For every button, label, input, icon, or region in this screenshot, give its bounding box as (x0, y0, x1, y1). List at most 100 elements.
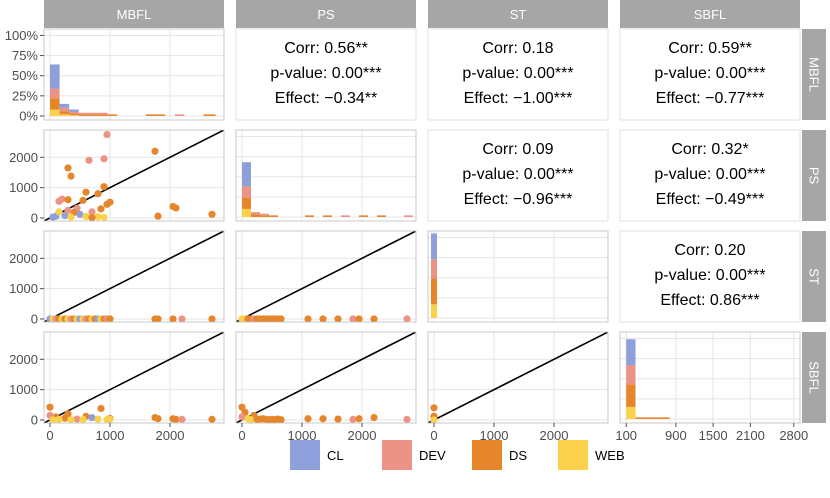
hist-bar-sbfl-0-dev (626, 365, 636, 385)
scatter-point-mbfl_ps-12 (79, 196, 87, 204)
panel-border-0-2 (427, 28, 609, 121)
hist-bar-mbfl-5-ds (98, 114, 108, 116)
hist-bar-mbfl-10-ds (203, 114, 216, 116)
panel-border-0-3 (619, 28, 801, 121)
y-tick-label-percent: 75% (12, 48, 38, 63)
legend-label-ds: DS (509, 448, 527, 463)
hist-bar-ps-4-ds (305, 215, 314, 217)
row-strip-ps (802, 130, 826, 221)
hist-bar-sbfl-0-web (626, 406, 636, 419)
y-tick-label-percent: 100% (5, 28, 39, 43)
scatter-point-mbfl_ps-4 (67, 172, 75, 180)
scatter-point-ps_st-15 (319, 315, 327, 322)
hist-bar-ps-8-ds (377, 215, 386, 217)
identity-line-ps_st (236, 231, 416, 322)
x-tick-label-sbfl: 900 (665, 428, 687, 443)
hist-bar-sbfl-1-ds (635, 417, 670, 419)
scatter-point-mbfl_st-22 (154, 315, 162, 322)
row-strip-label-ps: PS (807, 167, 822, 185)
panel-bg-0-1 (236, 29, 416, 120)
row-strip-sbfl (802, 332, 826, 423)
hist-bar-mbfl-8-ds (155, 114, 166, 116)
hist-bar-mbfl-3-ds (78, 114, 89, 116)
scatter-point-mbfl_ps-22 (76, 210, 84, 218)
hist-bar-ps-2-ds (260, 215, 269, 217)
hist-bar-ps-6-dev (341, 215, 350, 217)
panel-bg-1-3 (620, 130, 800, 221)
hist-bar-mbfl-2-cl (69, 109, 79, 112)
y-tick-label-st: 0 (31, 311, 38, 326)
scatter-point-mbfl_sbfl-13 (79, 415, 87, 423)
x-tick-label-mbfl: 2000 (156, 428, 185, 443)
column-strip-sbfl (620, 0, 800, 28)
scatter-point-ps_st-14 (304, 315, 312, 322)
scatter-point-mbfl_sbfl-10 (49, 416, 57, 423)
column-strip-st (428, 0, 608, 28)
hist-bar-sbfl-0-cl (626, 339, 636, 366)
hist-bar-ps-1-dev (251, 212, 260, 215)
scatter-point-mbfl_ps-15 (97, 205, 105, 213)
panel-bg-3-3 (620, 332, 800, 423)
hist-bar-st-0-cl (431, 233, 437, 260)
scatter-point-ps_sbfl-20 (370, 413, 378, 422)
scatter-point-mbfl_sbfl-9 (88, 413, 96, 422)
scatter-point-mbfl_ps-29 (100, 213, 108, 221)
scatter-point-ps_sbfl-19 (355, 415, 363, 423)
column-strip-label-st: ST (510, 7, 527, 22)
column-strip-label-sbfl: SBFL (694, 7, 727, 22)
hist-bar-ps-7-ds (359, 215, 368, 217)
x-tick-label-sbfl: 2100 (736, 428, 765, 443)
legend-swatch-dev (382, 440, 412, 470)
column-strip-label-ps: PS (317, 7, 335, 22)
scatter-point-mbfl_ps-3 (100, 155, 108, 163)
hist-bar-mbfl-5-dev (98, 112, 108, 115)
scatter-point-mbfl_ps-0 (103, 130, 111, 139)
row-strip-label-st: ST (807, 268, 822, 285)
panel-border-1-0 (43, 129, 225, 222)
scatter-point-mbfl_st-23 (169, 315, 177, 322)
panel-border-1-3 (619, 129, 801, 222)
scatter-point-mbfl_st-20 (106, 315, 114, 322)
panel-bg-0-3 (620, 29, 800, 120)
scatter-point-mbfl_st-24 (178, 315, 186, 322)
scatter-point-ps_sbfl-18 (349, 415, 357, 423)
hist-bar-mbfl-0-cl (50, 64, 60, 89)
hist-bar-ps-0-web (242, 208, 251, 217)
scatter-point-mbfl_ps-32 (88, 214, 96, 221)
scatter-point-mbfl_sbfl-22 (208, 415, 216, 423)
panel-border-2-2 (427, 230, 609, 323)
scatter-point-mbfl_ps-10 (64, 196, 72, 204)
scatter-point-mbfl_sbfl-0 (46, 403, 54, 411)
scatter-point-ps_sbfl-15 (304, 415, 312, 423)
scatter-point-ps_sbfl-21 (403, 415, 411, 423)
x-tick-label-sbfl: 2800 (779, 428, 808, 443)
scatter-point-mbfl_sbfl-14 (94, 415, 102, 423)
x-tick-label-st: 1000 (480, 428, 509, 443)
panel-border-3-2 (427, 331, 609, 424)
panel-border-0-1 (235, 28, 417, 121)
panel-border-3-3 (619, 331, 801, 424)
hist-bar-mbfl-7-ds (146, 114, 156, 116)
scatter-point-mbfl_sbfl-12 (67, 416, 75, 423)
identity-line-mbfl_ps (44, 130, 224, 221)
identity-line-ps_sbfl (236, 332, 416, 423)
y-tick-label-st: 1000 (9, 281, 38, 296)
scatter-point-ps_sbfl-16 (319, 415, 327, 423)
stat-pvalue-0-2: p-value: 0.00*** (462, 65, 573, 82)
scatter-point-mbfl_sbfl-7 (64, 410, 72, 418)
legend-label-web: WEB (595, 448, 625, 463)
stat-effect-2-3: Effect: 0.86*** (660, 292, 759, 309)
legend-label-cl: CL (327, 448, 344, 463)
scatter-point-st_sbfl-0 (430, 404, 438, 412)
panel-bg-1-2 (428, 130, 608, 221)
row-strip-label-sbfl: SBFL (807, 361, 822, 394)
identity-line-mbfl_st (44, 231, 224, 322)
panel-border-2-0 (43, 230, 225, 323)
panel-border-1-1 (235, 129, 417, 222)
x-tick-label-sbfl: 100 (615, 428, 637, 443)
identity-line-st_sbfl (428, 332, 608, 423)
stat-pvalue-0-1: p-value: 0.00*** (270, 65, 381, 82)
identity-line-mbfl_sbfl (44, 332, 224, 423)
hist-bar-ps-3-ds (269, 215, 278, 217)
hist-bar-ps-2-dev (260, 213, 269, 216)
